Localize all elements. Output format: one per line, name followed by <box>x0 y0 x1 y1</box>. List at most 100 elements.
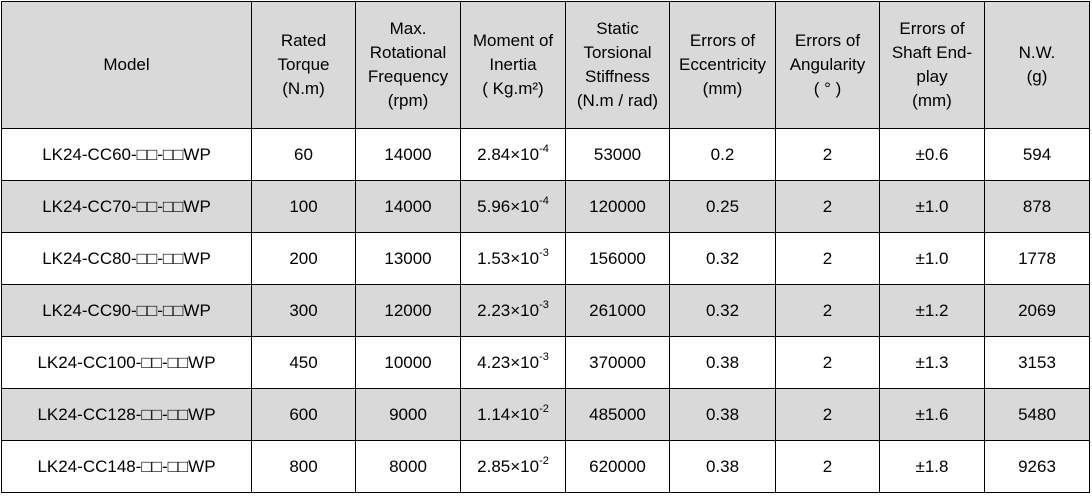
header-text: ( Kg.m²) <box>482 79 544 98</box>
table-row: LK24-CC128-□□-□□WP 600 9000 1.14×10-2 485000… <box>1 388 1090 441</box>
table-cell: 1778 <box>984 232 1090 285</box>
header-cell: Errors of Shaft End-play (mm) <box>879 1 985 129</box>
table-cell: ±1.8 <box>879 440 985 493</box>
table-cell: 0.2 <box>669 128 776 181</box>
table-cell: 14000 <box>355 180 461 233</box>
table-cell: ±0.6 <box>879 128 985 181</box>
table-cell: 53000 <box>565 128 670 181</box>
table-cell: 2069 <box>984 284 1090 337</box>
table-cell: 370000 <box>565 336 670 389</box>
header-text: (mm) <box>912 91 952 110</box>
table-cell: 12000 <box>355 284 461 337</box>
table-cell: 300 <box>251 284 356 337</box>
table-row: LK24-CC148-□□-□□WP 800 8000 2.85×10-2 620000… <box>1 440 1090 493</box>
header-cell: Model <box>1 1 252 129</box>
header-text: Shaft End- <box>891 43 973 62</box>
cell-text: 2.84×10 <box>477 144 540 164</box>
header-cell: Rated Torque (N.m) <box>251 1 356 129</box>
header-text: Eccentricity <box>679 55 766 74</box>
table-cell: 620000 <box>565 440 670 493</box>
table-cell: 2 <box>775 284 880 337</box>
header-cell: Max. Rotational Frequency (rpm) <box>355 1 461 129</box>
cell-text: 2.23×10 <box>477 300 540 320</box>
table-cell: LK24-CC148-□□-□□WP <box>1 440 252 493</box>
table-cell: 200 <box>251 232 356 285</box>
table-cell: ±1.6 <box>879 388 985 441</box>
cell-text: 5.96×10 <box>477 196 540 216</box>
header-cell: Moment of Inertia ( Kg.m²) <box>460 1 566 129</box>
table-cell: 120000 <box>565 180 670 233</box>
table-row: LK24-CC100-□□-□□WP 450 10000 4.23×10-3 37000… <box>1 336 1090 389</box>
header-cell: Errors of Eccentricity (mm) <box>669 1 776 129</box>
table-cell: 2 <box>775 128 880 181</box>
table-row: LK24-CC90-□□-□□WP 300 12000 2.23×10-3 261000… <box>1 284 1090 337</box>
table-body: LK24-CC60-□□-□□WP 60 14000 2.84×10-4 53000 0.… <box>1 128 1090 493</box>
header-row: Model Rated Torque (N.m) Max. Rotational Frequ… <box>1 1 1090 129</box>
header-text: (N.m / rad) <box>576 91 659 110</box>
header-cell: N.W. (g) <box>984 1 1090 129</box>
table-cell: 156000 <box>565 232 670 285</box>
table-cell: 0.38 <box>669 440 776 493</box>
table-cell: 10000 <box>355 336 461 389</box>
header-cell: Errors of Angularity ( ° ) <box>775 1 880 129</box>
table-cell: 9000 <box>355 388 461 441</box>
table-cell: 4.23×10-3 <box>460 336 566 389</box>
cell-exponent: -3 <box>539 246 549 259</box>
table-cell: 2 <box>775 232 880 285</box>
cell-exponent: -4 <box>539 194 549 207</box>
header-text: ( ° ) <box>813 79 842 98</box>
table-row: LK24-CC60-□□-□□WP 60 14000 2.84×10-4 53000 0.… <box>1 128 1090 181</box>
table-cell: LK24-CC90-□□-□□WP <box>1 284 252 337</box>
cell-text: 2.85×10 <box>477 456 540 476</box>
table-cell: 3153 <box>984 336 1090 389</box>
table-cell: ±1.0 <box>879 180 985 233</box>
table-cell: 2 <box>775 336 880 389</box>
cell-text: 1.53×10 <box>477 248 540 268</box>
table-cell: 0.32 <box>669 284 776 337</box>
header-text: play <box>916 67 948 86</box>
cell-exponent: -3 <box>539 350 549 363</box>
table-cell: 2.85×10-2 <box>460 440 566 493</box>
cell-text: 4.23×10 <box>477 352 540 372</box>
table-cell: 2.84×10-4 <box>460 128 566 181</box>
table-cell: 9263 <box>984 440 1090 493</box>
table-cell: ±1.3 <box>879 336 985 389</box>
table-cell: LK24-CC60-□□-□□WP <box>1 128 252 181</box>
header-text: Frequency <box>367 67 449 86</box>
cell-text: 1.14×10 <box>477 404 540 424</box>
header-text: Stiffness <box>585 67 650 86</box>
table-cell: 5.96×10-4 <box>460 180 566 233</box>
table-cell: 0.32 <box>669 232 776 285</box>
table-cell: 2 <box>775 440 880 493</box>
header-text: Torsional <box>583 43 652 62</box>
table-cell: LK24-CC100-□□-□□WP <box>1 336 252 389</box>
table-cell: ±1.2 <box>879 284 985 337</box>
table-cell: 485000 <box>565 388 670 441</box>
table-cell: 100 <box>251 180 356 233</box>
table-cell: 0.38 <box>669 336 776 389</box>
table-cell: 450 <box>251 336 356 389</box>
table-cell: 261000 <box>565 284 670 337</box>
table-cell: 600 <box>251 388 356 441</box>
table-cell: 594 <box>984 128 1090 181</box>
table-cell: 60 <box>251 128 356 181</box>
table-cell: 2.23×10-3 <box>460 284 566 337</box>
header-text: Max. <box>389 19 427 38</box>
table-cell: 2 <box>775 180 880 233</box>
header-text: Model <box>103 55 150 74</box>
table-row: LK24-CC70-□□-□□WP 100 14000 5.96×10-4 120000… <box>1 180 1090 233</box>
header-text: Inertia <box>489 55 537 74</box>
table-cell: 2 <box>775 388 880 441</box>
header-text: (mm) <box>702 79 743 98</box>
table-cell: 13000 <box>355 232 461 285</box>
header-text: Rotational <box>369 43 447 62</box>
header-text: Torque <box>277 55 330 74</box>
header-text: (N.m) <box>282 79 325 98</box>
table-row: LK24-CC80-□□-□□WP 200 13000 1.53×10-3 156000… <box>1 232 1090 285</box>
table-cell: LK24-CC70-□□-□□WP <box>1 180 252 233</box>
header-text: (rpm) <box>387 91 429 110</box>
table-cell: 0.25 <box>669 180 776 233</box>
header-text: Rated <box>280 31 327 50</box>
